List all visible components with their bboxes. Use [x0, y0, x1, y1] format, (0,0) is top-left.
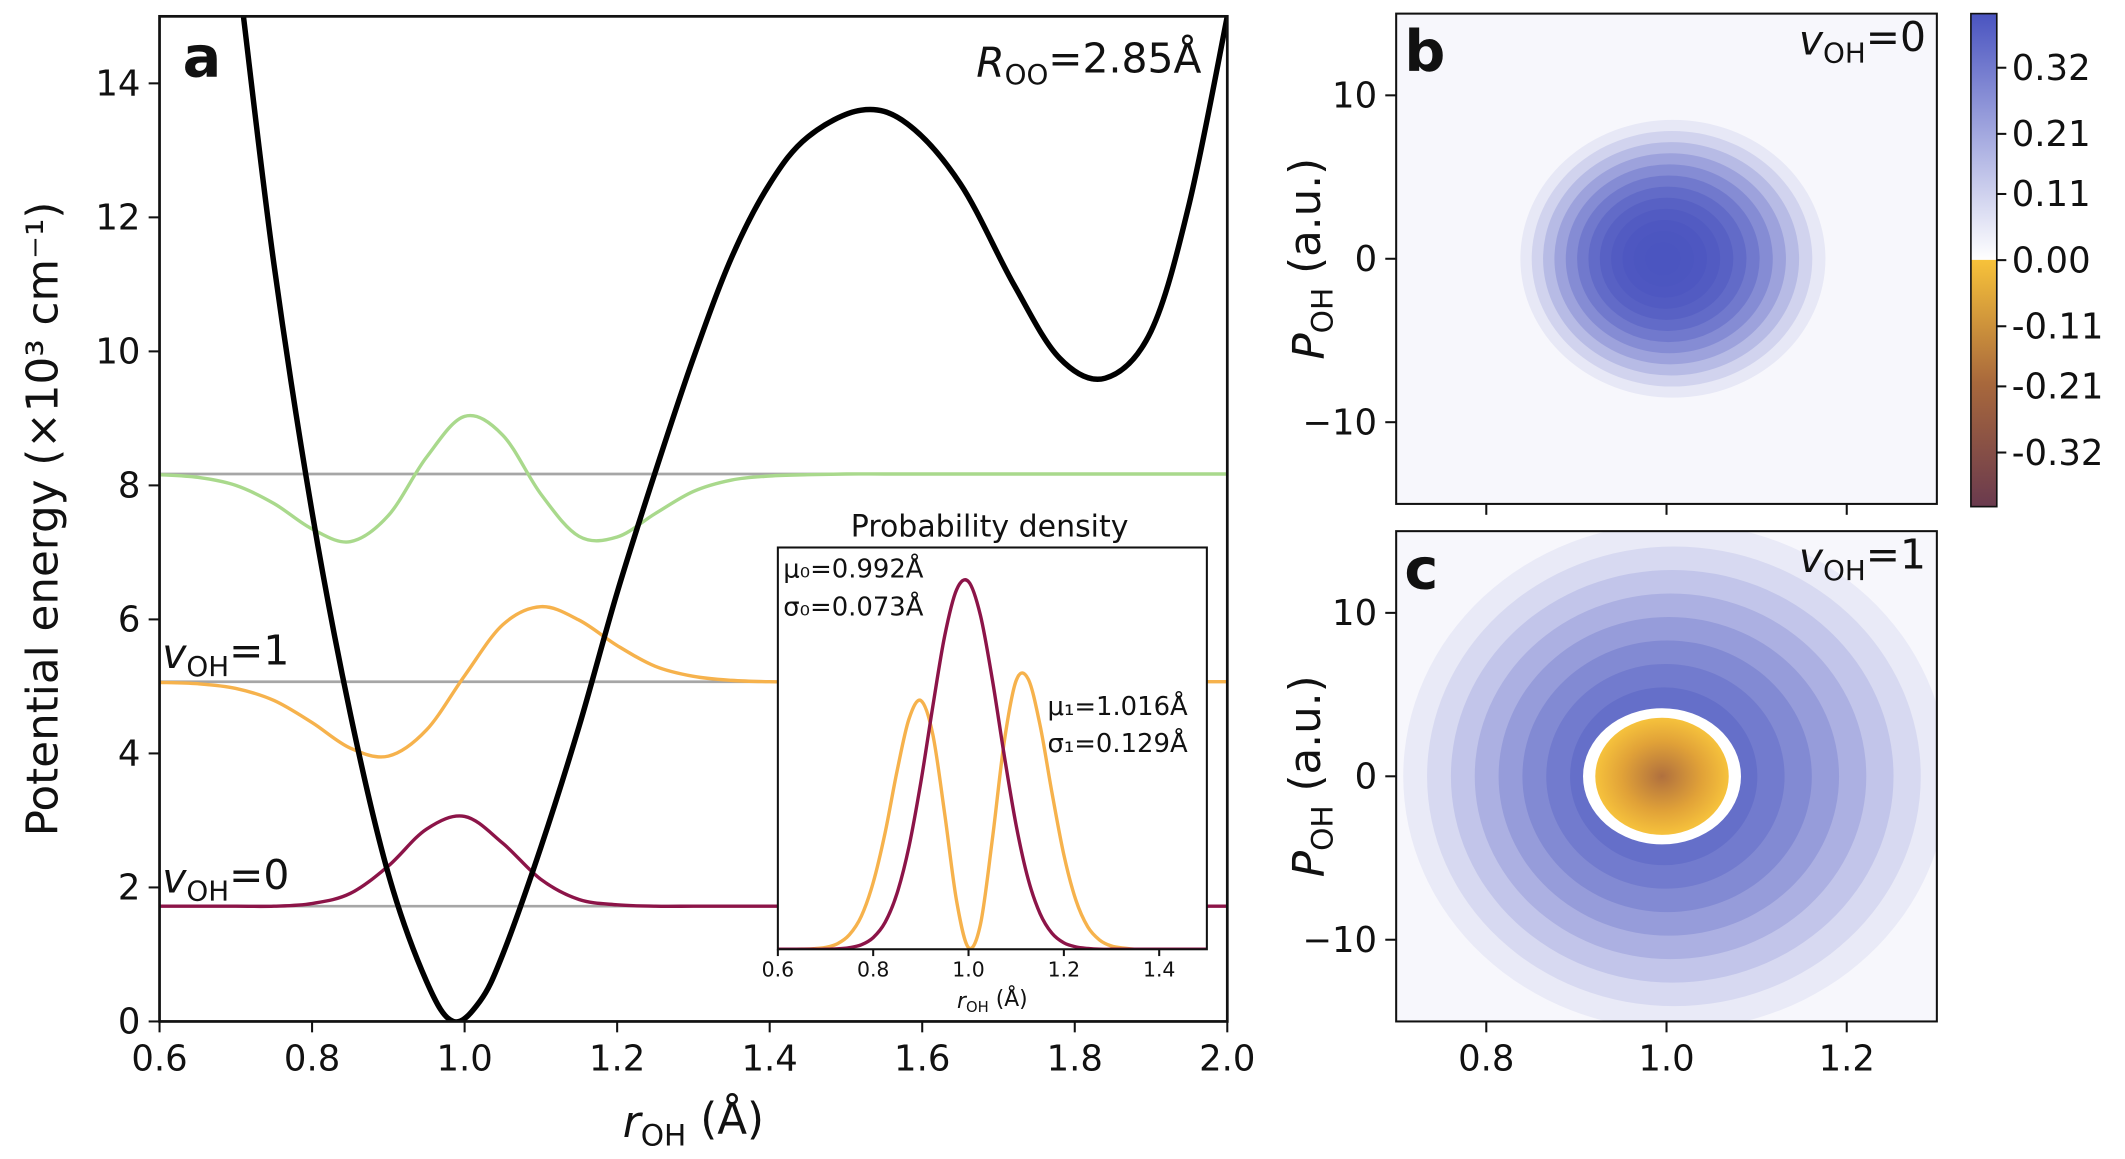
x-tick-label: 1.2: [1048, 958, 1080, 982]
text-piece: OO: [1005, 58, 1049, 91]
y-axis-label: POH (a.u.): [1281, 158, 1339, 360]
level-label: vOH=1: [162, 626, 289, 682]
x-tick-label: 1.4: [1143, 958, 1175, 982]
text-piece: v: [1799, 534, 1824, 582]
y-tick-label: 0: [1355, 239, 1378, 280]
text-piece: (a.u.): [1281, 158, 1331, 288]
panel-label: a: [183, 24, 222, 90]
text-piece: v: [162, 630, 187, 678]
inset-annotation: σ₀=0.073Å: [783, 591, 923, 623]
colorbar-tick-label: -0.11: [2012, 307, 2104, 348]
colorbar-tick-label: -0.21: [2012, 367, 2104, 408]
y-tick-label: −10: [1302, 402, 1377, 443]
x-tick-label: 1.8: [1047, 1038, 1103, 1079]
text-piece: OH: [1304, 805, 1339, 851]
annotation: vOH=1: [1799, 530, 1926, 586]
text-piece: OH: [1823, 554, 1866, 587]
x-tick-label: 1.6: [894, 1038, 950, 1079]
text-piece: OH: [186, 874, 229, 907]
x-tick-label: 1.2: [1819, 1038, 1875, 1079]
line-series: [240, 16, 1228, 1022]
x-tick-label: 0.6: [762, 958, 794, 982]
colorbar-tick-label: 0.00: [2012, 240, 2091, 281]
level-label: vOH=0: [162, 851, 289, 907]
y-tick-label: 10: [1332, 76, 1377, 117]
contour-level: [1645, 242, 1681, 276]
x-tick-label: 1.2: [589, 1038, 645, 1079]
colorbar: [1970, 12, 1998, 508]
x-tick-label: 1.0: [436, 1038, 492, 1079]
frame: [158, 14, 1229, 1023]
x-tick-label: 1.4: [742, 1038, 798, 1079]
text-piece: (Å): [686, 1091, 764, 1144]
x-tick-label: 0.8: [1458, 1038, 1514, 1079]
y-tick-label: 6: [118, 600, 141, 641]
x-tick-label: 0.6: [131, 1038, 187, 1079]
y-axis-label: POH (a.u.): [1281, 675, 1339, 877]
inset-annotation: σ₁=0.129Å: [1048, 727, 1188, 759]
x-tick-label: 2.0: [1199, 1038, 1255, 1079]
text-piece: P: [1285, 333, 1335, 360]
text-piece: r: [957, 989, 968, 1014]
inset-area: [777, 547, 1207, 950]
colorbar-tick-label: 0.21: [2012, 114, 2091, 155]
text-piece: =0: [229, 851, 289, 899]
text-piece: =0: [1866, 13, 1926, 61]
text-piece: R: [976, 38, 1004, 86]
y-axis-label: Potential energy (×10³ cm⁻¹): [18, 202, 68, 837]
inset-annotation: μ₁=1.016Å: [1048, 690, 1189, 722]
inset-annotation: μ₀=0.992Å: [783, 552, 924, 584]
text-piece: OH: [186, 650, 229, 683]
y-tick-label: −10: [1302, 920, 1377, 961]
text-piece: v: [162, 855, 187, 903]
y-tick-label: 10: [1332, 593, 1377, 634]
y-tick-label: 0: [118, 1002, 141, 1043]
text-piece: v: [1799, 16, 1824, 64]
text-piece: =1: [229, 626, 289, 674]
inset-x-label: rOH (Å): [957, 985, 1028, 1016]
colorbar-tick-label: -0.32: [2012, 433, 2104, 474]
y-tick-label: 12: [95, 198, 140, 239]
y-tick-label: 4: [118, 734, 141, 775]
text-piece: =1: [1866, 530, 1926, 578]
text-piece: OH: [1823, 36, 1866, 69]
line-series: [777, 578, 1207, 950]
x-tick-label: 1.0: [1638, 1038, 1694, 1079]
panel-label: b: [1404, 19, 1445, 85]
y-tick-label: 0: [1355, 757, 1378, 798]
contour-core: [1595, 717, 1729, 835]
text-piece: =2.85Å: [1048, 35, 1201, 83]
text-piece: OH: [641, 1118, 687, 1153]
text-piece: OH: [966, 999, 989, 1016]
x-tick-label: 0.8: [284, 1038, 340, 1079]
y-tick-label: 2: [118, 868, 141, 909]
annotation: ROO=2.85Å: [976, 35, 1201, 91]
x-tick-label: 0.8: [857, 958, 889, 982]
text-piece: r: [623, 1098, 644, 1148]
y-tick-label: 8: [118, 466, 141, 507]
text-piece: (Å): [989, 985, 1028, 1012]
text-piece: P: [1285, 850, 1335, 877]
colorbar-tick-label: 0.11: [2012, 174, 2091, 215]
inset-frame: [776, 546, 1208, 951]
line-series: [159, 413, 1228, 544]
text-piece: (a.u.): [1281, 675, 1331, 805]
text-piece: OH: [1304, 288, 1339, 334]
x-tick-label: 1.0: [952, 958, 984, 982]
x-axis-label: rOH (Å): [623, 1091, 764, 1152]
inset-title: Probability density: [851, 510, 1129, 545]
y-tick-label: 10: [95, 332, 140, 373]
y-tick-label: 14: [95, 64, 140, 105]
panel-label: c: [1404, 536, 1438, 602]
annotation: vOH=0: [1799, 13, 1926, 69]
colorbar-tick-label: 0.32: [2012, 48, 2091, 89]
